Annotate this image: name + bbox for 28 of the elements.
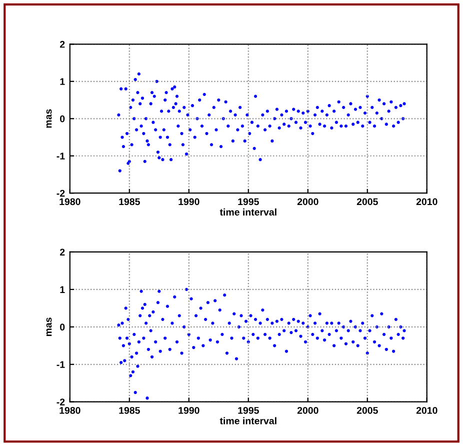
x-axis-title: time interval (220, 208, 276, 216)
y-tick-label: -2 (56, 190, 65, 197)
x-tick-label: 2010 (416, 198, 438, 206)
x-tick-label: 1990 (178, 198, 200, 206)
x-tick-label: 2005 (356, 198, 378, 206)
x-tick-label: 1985 (119, 198, 140, 206)
y-tick-label: 2 (60, 40, 65, 48)
x-tick-label: 1980 (60, 198, 80, 206)
y-tick-label: -1 (56, 152, 65, 160)
x-tick-label: 1985 (119, 406, 140, 414)
y-tick-label: -2 (56, 398, 65, 406)
x-tick-label: 1995 (238, 406, 259, 414)
y-axis-title: mas (46, 109, 52, 128)
x-tick-label: 1990 (178, 406, 200, 414)
x-tick-label: 1980 (60, 406, 80, 414)
x-tick-label: 1995 (238, 198, 259, 206)
x-tick-label: 2000 (297, 406, 318, 414)
x-tick-label: 2010 (416, 406, 438, 414)
y-tick-label: 0 (60, 115, 65, 122)
y-tick-label: 1 (60, 286, 65, 293)
y-tick-label: 0 (60, 324, 65, 331)
x-tick-label: 2005 (356, 406, 378, 414)
y-tick-label: 1 (60, 78, 65, 85)
y-tick-label: 2 (60, 248, 65, 256)
x-tick-label: 2000 (297, 198, 318, 206)
y-tick-label: -1 (56, 361, 65, 368)
x-axis-title: time interval (220, 417, 276, 424)
y-axis-title: mas (46, 318, 52, 336)
